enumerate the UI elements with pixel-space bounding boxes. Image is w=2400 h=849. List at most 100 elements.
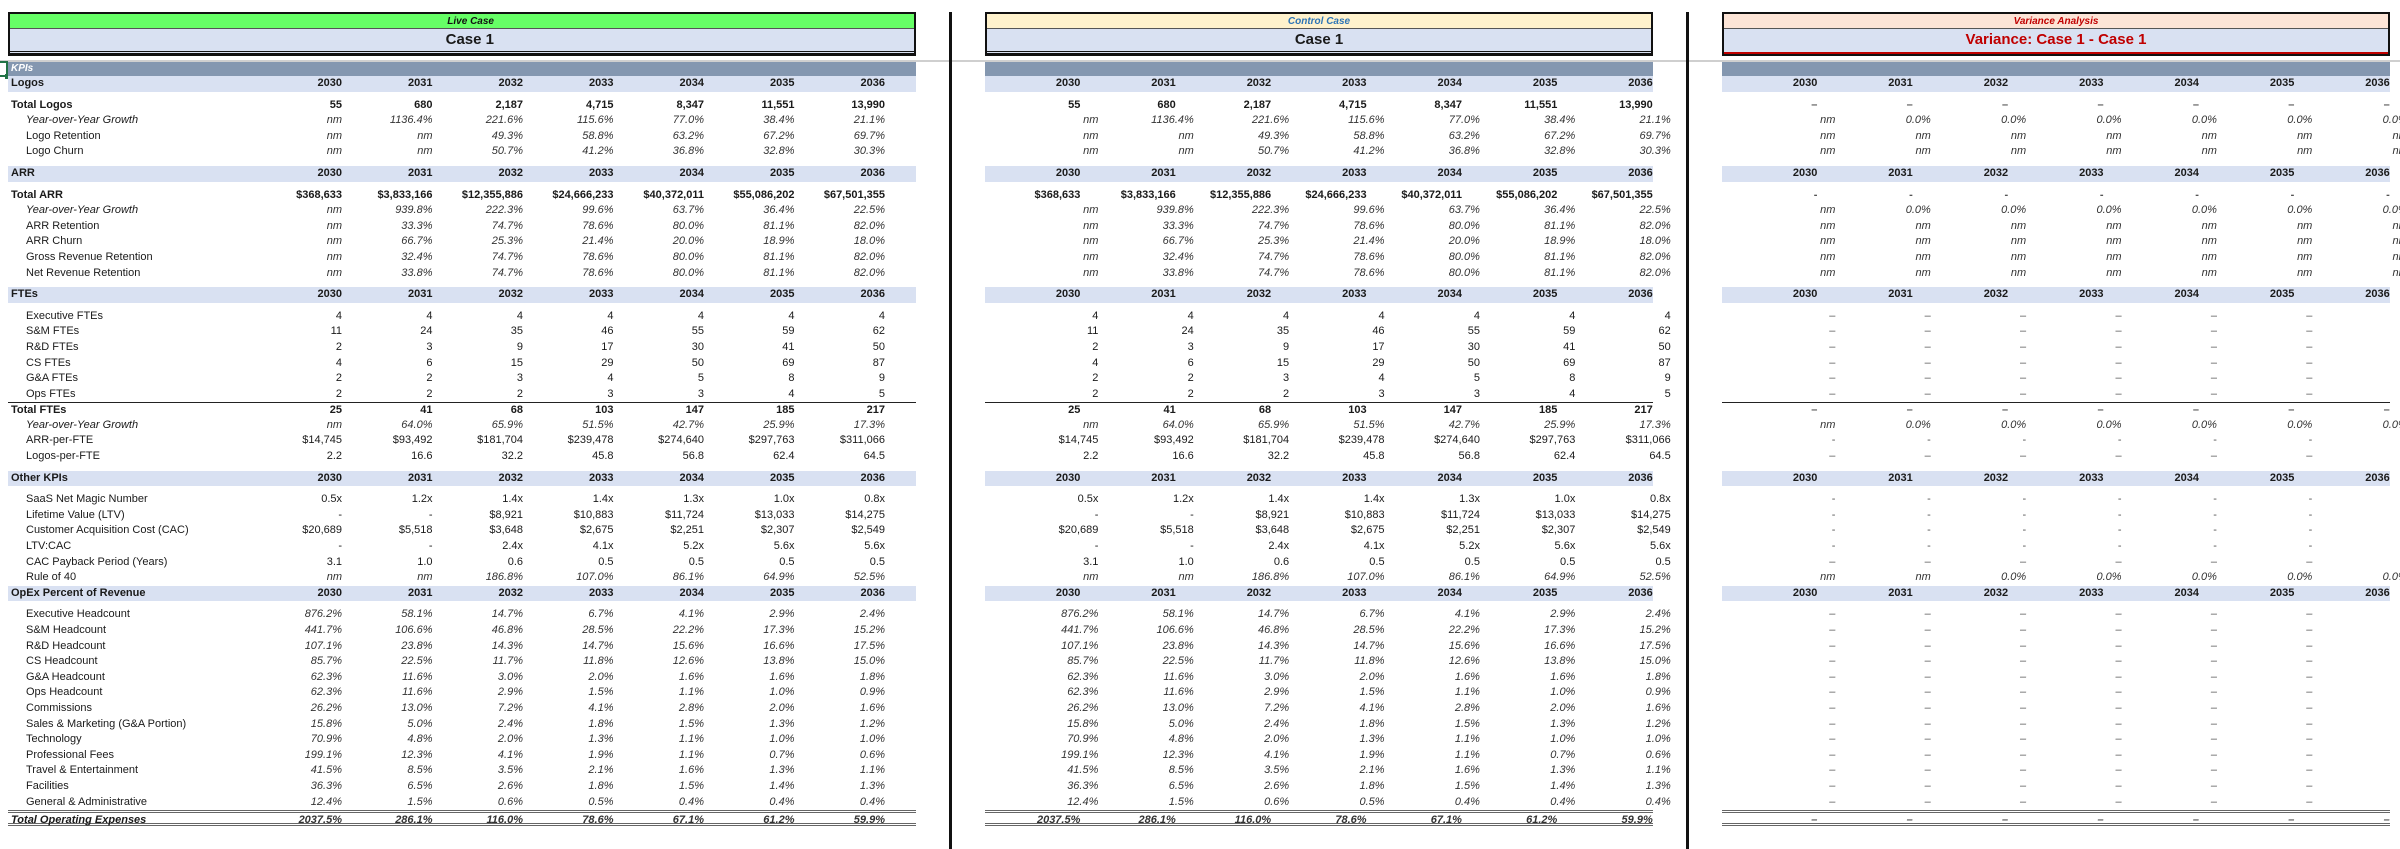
value-cell[interactable]: 30.3% [853,145,885,158]
value-cell[interactable]: nm [1083,114,1099,127]
value-cell[interactable]: 2.4x [1268,540,1290,553]
value-cell[interactable]: nm [1915,235,1931,248]
value-cell[interactable]: – [2383,814,2390,827]
value-cell[interactable]: 15.8% [1067,717,1099,730]
value-cell[interactable]: $24,666,233 [552,188,614,201]
value-cell[interactable]: nm [1915,266,1931,279]
value-cell[interactable]: – [2020,670,2027,683]
value-cell[interactable]: 1136.4% [389,114,433,127]
value-cell[interactable]: nm [417,145,433,158]
value-cell[interactable]: nm [326,571,342,584]
value-cell[interactable]: 0.4% [1454,795,1480,808]
value-cell[interactable]: 1.4x [1363,493,1385,506]
value-cell[interactable]: 4 [1473,309,1480,322]
value-cell[interactable]: – [2312,324,2400,340]
value-cell[interactable]: - [2022,540,2027,553]
value-cell[interactable]: 81.1% [763,250,795,263]
value-cell[interactable]: – [2306,764,2313,777]
value-cell[interactable]: 185 [776,404,795,417]
value-cell[interactable]: 0.6% [859,748,885,761]
value-cell[interactable]: 3 [1283,372,1290,385]
value-cell[interactable]: 32.4% [401,250,433,263]
value-cell[interactable]: – [2312,763,2400,779]
value-cell[interactable]: 2.2 [326,450,342,463]
value-cell[interactable]: 68 [510,404,523,417]
value-cell[interactable]: – [2312,654,2400,670]
value-cell[interactable]: 1.6% [769,670,795,683]
value-cell[interactable]: $3,648 [1255,524,1290,537]
value-cell[interactable]: 1.0x [1554,493,1576,506]
value-cell[interactable]: 0.0% [2001,204,2027,217]
value-cell[interactable]: 2.8% [1454,701,1480,714]
value-cell[interactable]: 0.5% [588,795,614,808]
value-cell[interactable]: 0.9% [859,686,885,699]
value-cell[interactable]: 78.6% [582,219,614,232]
value-cell[interactable]: – [2020,701,2027,714]
value-cell[interactable]: – [2020,372,2027,385]
value-cell[interactable]: 36.8% [1448,145,1480,158]
value-cell[interactable]: 63.7% [672,204,704,217]
value-cell[interactable]: 17.3% [1639,418,1671,431]
value-cell[interactable]: 29 [601,356,614,369]
value-cell[interactable]: 4 [607,309,614,322]
value-cell[interactable]: 80.0% [1448,250,1480,263]
value-cell[interactable]: – [2115,450,2122,463]
value-cell[interactable]: – [2020,450,2027,463]
value-cell[interactable]: 46.8% [1257,624,1290,636]
value-cell[interactable]: 1.4x [592,493,614,506]
value-cell[interactable]: – [2312,639,2400,655]
value-cell[interactable]: 38.4% [1544,114,1576,127]
value-cell[interactable]: 2 [426,387,433,400]
value-cell[interactable]: 13,990 [851,98,885,111]
value-cell[interactable]: 0.0% [2382,571,2400,584]
value-cell[interactable]: 25.3% [1257,235,1290,248]
value-cell[interactable]: 2,187 [495,98,523,111]
value-cell[interactable]: 5.2x [1459,540,1480,553]
value-cell[interactable]: 4 [335,356,342,369]
value-cell[interactable]: 9 [1664,372,1671,385]
value-cell[interactable]: 78.6% [582,814,614,827]
value-cell[interactable]: nm [1820,571,1836,584]
value-cell[interactable]: 1.6% [859,701,885,714]
value-cell[interactable]: 81.1% [1544,219,1576,232]
value-cell[interactable]: nm [2297,266,2313,279]
value-cell[interactable]: nm [1820,129,1836,142]
value-cell[interactable]: – [2115,764,2122,777]
value-cell[interactable]: 77.0% [1448,114,1480,127]
value-cell[interactable]: 80.0% [1448,266,1480,279]
value-cell[interactable]: 1.2x [1172,493,1194,506]
value-cell[interactable]: nm [2106,235,2122,248]
value-cell[interactable]: nm [2010,129,2027,142]
value-cell[interactable]: 2.4x [502,540,523,553]
value-cell[interactable]: 0.0% [2096,418,2122,431]
value-cell[interactable]: 1.1% [678,686,704,699]
value-cell[interactable]: - [2312,508,2400,524]
value-cell[interactable]: 199.1% [304,748,342,761]
value-cell[interactable]: – [2115,733,2122,746]
value-cell[interactable]: 21.4% [1353,235,1385,248]
value-cell[interactable]: nm [1083,266,1099,279]
value-cell[interactable]: 3 [1473,387,1480,400]
value-cell[interactable]: 65.9% [491,418,523,431]
value-cell[interactable]: 4 [878,309,885,322]
value-cell[interactable]: 59.9% [1621,814,1653,827]
value-cell[interactable]: 15.0% [1639,655,1671,668]
value-cell[interactable]: nm [2106,250,2122,263]
value-cell[interactable]: 4 [1187,309,1194,322]
value-cell[interactable]: – [2097,98,2104,111]
value-cell[interactable]: 5.0% [1168,717,1194,730]
value-cell[interactable]: – [1829,764,1836,777]
value-cell[interactable]: 6.7% [1359,608,1385,621]
value-cell[interactable]: – [1924,608,1931,621]
value-cell[interactable]: 1.2% [859,717,885,730]
value-cell[interactable]: $3,833,166 [377,188,433,201]
value-cell[interactable]: 82.0% [853,219,885,232]
value-cell[interactable]: 1.5% [407,795,433,808]
value-cell[interactable]: – [2210,779,2217,792]
value-cell[interactable]: 68 [1258,404,1272,417]
value-cell[interactable]: – [2312,779,2400,795]
value-cell[interactable]: – [2306,655,2313,668]
value-cell[interactable]: 11.7% [1258,655,1290,668]
value-cell[interactable]: nm [1083,418,1099,431]
value-cell[interactable]: - [2022,434,2027,447]
